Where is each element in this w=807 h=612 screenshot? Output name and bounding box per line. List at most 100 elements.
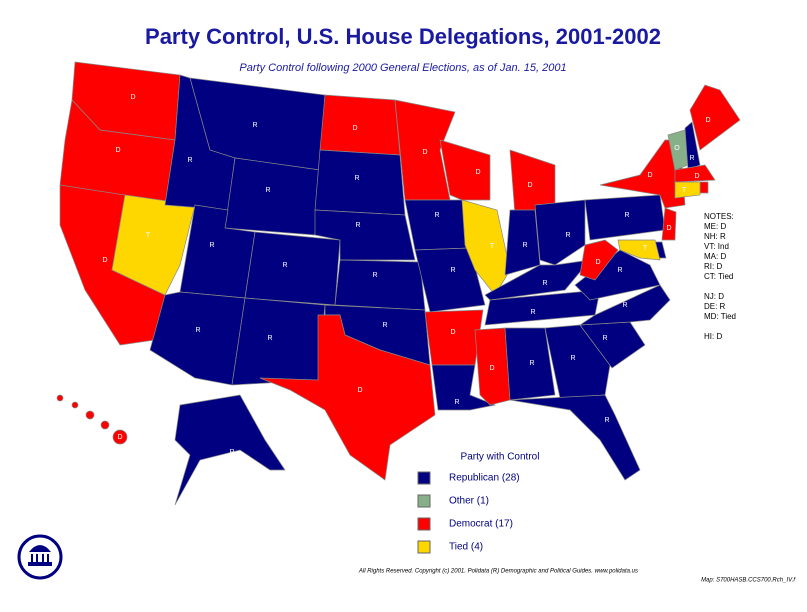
legend-label: Republican (28) [449,473,520,484]
state [314,149,406,216]
state [85,410,95,420]
copyright: All Rights Reserved. Copyright (c) 2001.… [358,569,638,575]
state-label: D [705,117,710,124]
state [504,327,556,401]
state-label: R [617,267,622,274]
state [394,99,456,201]
state [474,327,511,406]
state-label: D [102,257,107,264]
state-label: R [565,232,570,239]
state-label: R [602,335,607,342]
legend-swatch [417,517,431,531]
state-label: R [267,335,272,342]
state [414,247,486,313]
state-label: R [624,212,629,219]
state-label: T [643,245,648,252]
note: RI: D [704,262,722,271]
state-label: D [117,434,122,441]
legend-swatch [417,540,431,554]
state [674,181,701,199]
state-label: D [352,125,357,132]
state [174,394,286,506]
state-label: R [354,175,359,182]
subtitle: Party Control following 2000 General Ele… [239,62,566,74]
state-label: D [694,173,699,180]
logo [17,534,63,580]
state-label: T [682,187,687,194]
state-label: T [490,243,495,250]
state [56,394,64,402]
state [244,231,341,306]
legend-label: Other (1) [449,496,489,507]
state-label: R [265,187,270,194]
state [71,401,79,409]
state [439,139,491,201]
note: VT: Ind [704,242,729,251]
state-label: R [187,157,192,164]
state [431,364,497,411]
state [231,297,326,386]
state [699,181,709,194]
state [149,291,246,386]
state-label: R [604,417,609,424]
state-label: O [674,145,680,152]
state-label: D [666,225,671,232]
state-label: R [382,322,387,329]
state-label: D [130,94,135,101]
state [544,324,611,399]
state-label: R [209,242,214,249]
state-label: R [195,327,200,334]
state-label: T [146,232,151,239]
state [579,239,619,281]
state [224,157,321,236]
note: MA: D [704,252,726,261]
note: NH: R [704,232,726,241]
state [674,164,716,183]
state-label: D [647,172,652,179]
state-label: R [372,272,377,279]
state [100,420,110,430]
note: ME: D [704,222,726,231]
state [334,259,426,311]
state-label: D [115,147,120,154]
state-label: D [357,387,362,394]
state [684,121,701,171]
state-label: R [689,155,694,162]
state-label: D [450,329,455,336]
title: Party Control, U.S. House Delegations, 2… [145,24,661,49]
state [661,207,677,241]
state-label: D [422,149,427,156]
state-label: R [229,449,234,456]
state [534,199,586,266]
state [404,199,471,251]
state-label: R [355,222,360,229]
note: NJ: D [704,292,724,301]
state [424,309,484,366]
state-label: R [622,302,627,309]
state [617,239,661,261]
note: CT: Tied [704,272,733,281]
note: HI: D [704,332,722,341]
legend-swatch [417,471,431,485]
legend-swatch [417,494,431,508]
state-label: R [282,262,287,269]
state-label: R [542,280,547,287]
state-label: R [530,309,535,316]
legend-label: Tied (4) [449,542,483,553]
state-label: R [522,242,527,249]
note: DE: R [704,302,726,311]
state-label: D [489,365,494,372]
state-label: R [450,267,455,274]
state-label: R [252,122,257,129]
note: MD: Tied [704,312,736,321]
state [259,314,436,481]
state [509,394,641,481]
legend-label: Democrat (17) [449,519,513,530]
state-label: R [570,355,575,362]
state [319,94,401,156]
state-label: R [454,399,459,406]
state-label: R [529,360,534,367]
state-label: D [527,182,532,189]
map-id: Map: S700HASB.CCS700.Rch_IV.f [701,578,796,584]
